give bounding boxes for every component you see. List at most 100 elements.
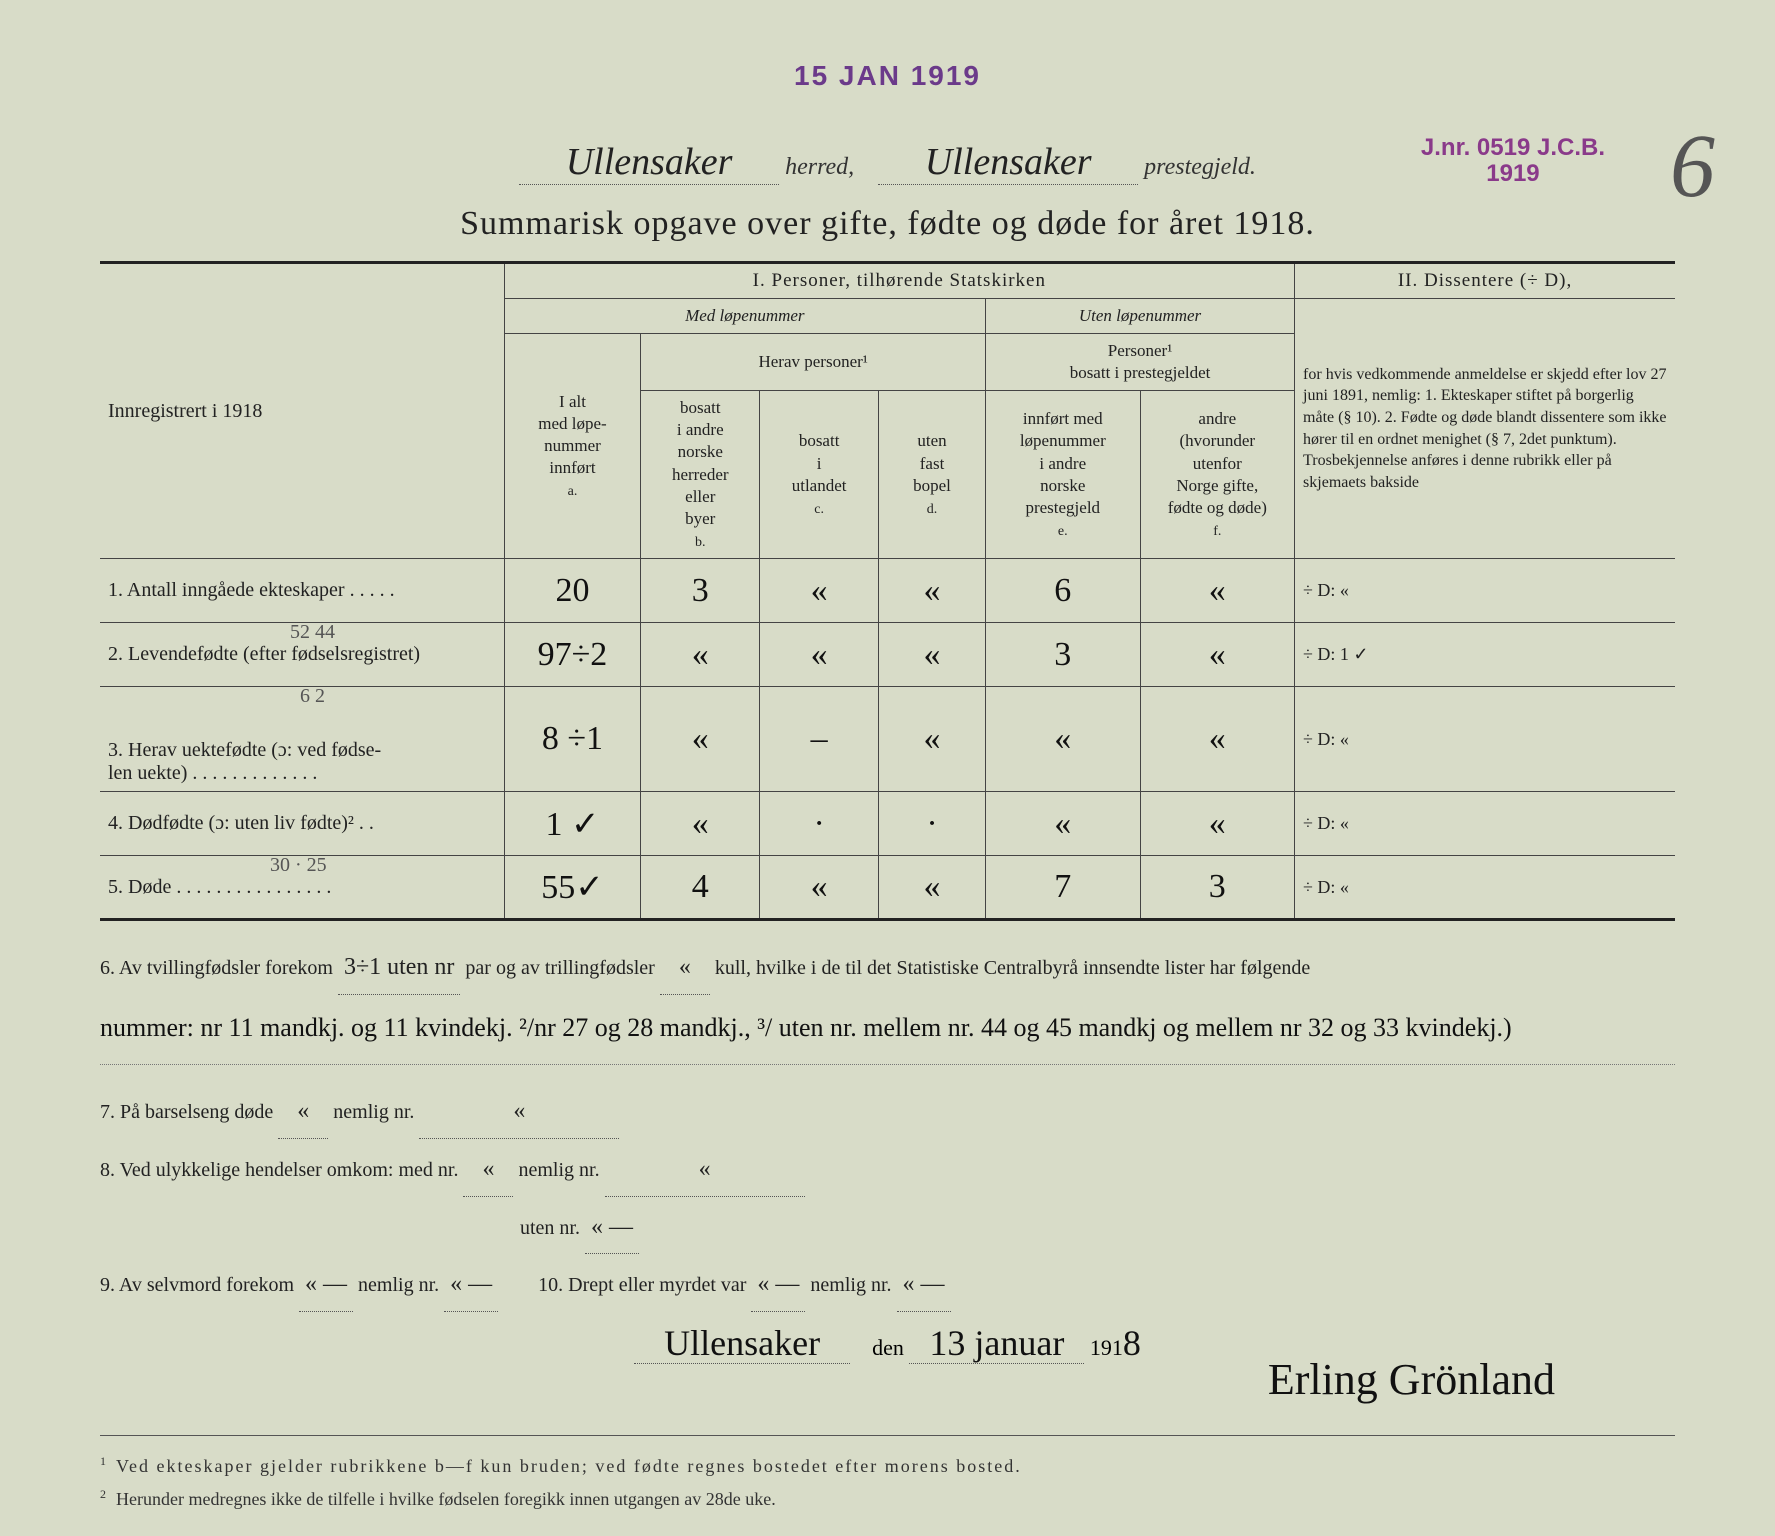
row4-label: 4. Dødfødte (ɔ: uten liv fødte)² . . [100, 792, 504, 856]
n7-val: « [278, 1085, 328, 1139]
personer-bosatt: Personer¹ bosatt i prestegjeldet [986, 334, 1295, 391]
row2-label: 52 44 2. Levendefødte (efter fødselsregi… [100, 623, 504, 687]
row5-e: 7 [986, 856, 1141, 920]
row4-a: 1 ✓ [504, 792, 641, 856]
n8-v1: « [463, 1143, 513, 1197]
row1-a: 20 [504, 559, 641, 623]
med-lope-text: Med løpenummer [685, 306, 804, 325]
row2-g: ÷ D: 1 ✓ [1295, 623, 1675, 687]
col-e-text: innført med løpenummer i andre norske pr… [1020, 409, 1106, 516]
document-title: Summarisk opgave over gifte, fødte og dø… [100, 205, 1675, 243]
table-row: 1. Antall inngåede ekteskaper . . . . . … [100, 559, 1675, 623]
section2-head: II. Dissentere (÷ D), [1295, 263, 1675, 299]
row5-f: 3 [1140, 856, 1295, 920]
sig-place: Ullensaker [634, 1323, 850, 1364]
notes-section: 6. Av tvillingfødsler forekom 3÷1 uten n… [100, 941, 1675, 1312]
row5-label: 30 · 25 5. Døde . . . . . . . . . . . . … [100, 856, 504, 920]
row3-e: « [986, 687, 1141, 792]
herred-handwritten: Ullensaker [519, 140, 779, 185]
col-d-text: uten fast bopel [913, 431, 951, 494]
row4-f: « [1140, 792, 1295, 856]
col-f-head: andre (hvorunder utenfor Norge gifte, fø… [1140, 391, 1295, 559]
n10-mid: nemlig nr. [810, 1274, 891, 1296]
left-header: Innregistrert i 1918 [100, 263, 504, 559]
herav-personer: Herav personer¹ [641, 334, 986, 391]
n6-par: 3÷1 uten nr [338, 941, 460, 995]
letter-d: d. [927, 502, 938, 517]
row2-b: « [641, 623, 760, 687]
col-f-text: andre (hvorunder utenfor Norge gifte, fø… [1168, 409, 1267, 516]
note-6: 6. Av tvillingfødsler forekom 3÷1 uten n… [100, 941, 1675, 995]
sig-date: 13 januar [909, 1323, 1084, 1364]
row5-a: 55✓ [504, 856, 641, 920]
row1-c: « [760, 559, 879, 623]
n10-val: « — [751, 1258, 805, 1312]
stamp-date: 15 JAN 1919 [794, 60, 981, 92]
f1-text: Ved ekteskaper gjelder rubrikkene b—f ku… [116, 1456, 1022, 1476]
herred-label: herred, [785, 154, 854, 180]
row2-e: 3 [986, 623, 1141, 687]
row4-e: « [986, 792, 1141, 856]
med-lopenummer: Med løpenummer [504, 299, 985, 334]
n9-mid: nemlig nr. [358, 1274, 439, 1296]
col-e-head: innført med løpenummer i andre norske pr… [986, 391, 1141, 559]
row4-c: · [760, 792, 879, 856]
table-row: 52 44 2. Levendefødte (efter fødselsregi… [100, 623, 1675, 687]
n10-nr: « — [897, 1258, 951, 1312]
letter-a: a. [568, 484, 578, 499]
document-page: 15 JAN 1919 J.nr. 0519 J.C.B. 1919 6 Ull… [0, 0, 1775, 1536]
n9-text: 9. Av selvmord forekom [100, 1274, 294, 1296]
section1-head: I. Personer, tilhørende Statskirken [504, 263, 1294, 299]
n6-mid1: par og av trillingfødsler [465, 957, 654, 979]
table-row: 6 2 3. Herav uektefødte (ɔ: ved fødse- l… [100, 687, 1675, 792]
footnote-2: 2Herunder medregnes ikke de tilfelle i h… [100, 1483, 1675, 1515]
row3-annot: 6 2 [300, 685, 325, 708]
stamp-jnr-top: J.nr. 0519 J.C.B. [1421, 134, 1605, 161]
note-7: 7. På barselseng døde « nemlig nr. « [100, 1085, 1675, 1139]
row4-g: ÷ D: « [1295, 792, 1675, 856]
row3-label: 6 2 3. Herav uektefødte (ɔ: ved fødse- l… [100, 687, 504, 792]
main-table: Innregistrert i 1918 I. Personer, tilhør… [100, 261, 1675, 921]
note-8b: uten nr. « — [100, 1201, 1675, 1255]
note-8: 8. Ved ulykkelige hendelser omkom: med n… [100, 1143, 1675, 1197]
row2-annot: 52 44 [290, 621, 335, 644]
letter-b: b. [695, 535, 706, 550]
n6-mid2: kull, hvilke i de til det Statistiske Ce… [715, 957, 1310, 979]
row3-c: – [760, 687, 879, 792]
col-d-head: uten fast bopel d. [879, 391, 986, 559]
row1-g: ÷ D: « [1295, 559, 1675, 623]
letter-f: f. [1213, 524, 1221, 539]
row3-label-text: 3. Herav uektefødte (ɔ: ved fødse- len u… [108, 739, 381, 784]
prestegjeld-handwritten: Ullensaker [878, 140, 1138, 185]
col-g-description: for hvis vedkommende anmeldelse er skjed… [1295, 299, 1675, 559]
row1-e: 6 [986, 559, 1141, 623]
table-row: 4. Dødfødte (ɔ: uten liv fødte)² . . 1 ✓… [100, 792, 1675, 856]
stamp-jnr-year: 1919 [1486, 160, 1539, 187]
dotted-rule [100, 1064, 1675, 1065]
note-6-hw: nummer: nr 11 mandkj. og 11 kvindekj. ²/… [100, 999, 1675, 1056]
row2-f: « [1140, 623, 1295, 687]
col-c-head: bosatt i utlandetc. [760, 391, 879, 559]
row5-d: « [879, 856, 986, 920]
row2-a: 97÷2 [504, 623, 641, 687]
row1-d: « [879, 559, 986, 623]
n10-text: 10. Drept eller myrdet var [538, 1274, 746, 1296]
n9-nr: « — [444, 1258, 498, 1312]
f2-text: Herunder medregnes ikke de tilfelle i hv… [116, 1489, 776, 1509]
n8b-text: uten nr. [520, 1217, 580, 1239]
row3-a: 8 ÷1 [504, 687, 641, 792]
row5-g: ÷ D: « [1295, 856, 1675, 920]
row4-b: « [641, 792, 760, 856]
footnotes: 1Ved ekteskaper gjelder rubrikkene b—f k… [100, 1435, 1675, 1515]
row4-d: · [879, 792, 986, 856]
row3-b: « [641, 687, 760, 792]
n7-mid: nemlig nr. [333, 1101, 414, 1123]
uten-lope-text: Uten løpenummer [1079, 306, 1201, 325]
row5-c: « [760, 856, 879, 920]
table-row: 30 · 25 5. Døde . . . . . . . . . . . . … [100, 856, 1675, 920]
n9-val: « — [299, 1258, 353, 1312]
col-a-head: I alt med løpe- nummer innførta. [504, 334, 641, 559]
row5-label-text: 5. Døde . . . . . . . . . . . . . . . . [108, 876, 331, 898]
n7-text: 7. På barselseng døde [100, 1101, 273, 1123]
note-9-10: 9. Av selvmord forekom « — nemlig nr. « … [100, 1258, 1675, 1312]
